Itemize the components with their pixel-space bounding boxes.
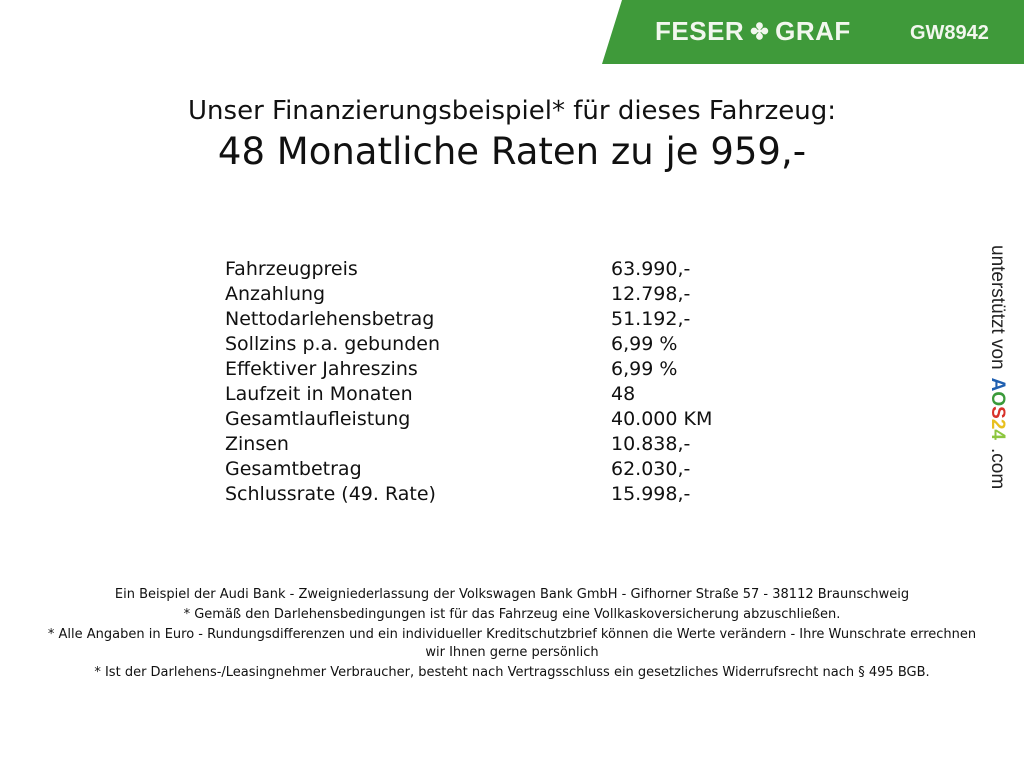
table-row: Laufzeit in Monaten 48 (225, 382, 712, 407)
row-label: Gesamtlaufleistung (225, 408, 411, 430)
footer-note: * Gemäß den Darlehensbedingungen ist für… (183, 607, 841, 622)
row-value: 6,99 % (611, 333, 678, 355)
table-row: Gesamtbetrag 62.030,- (225, 457, 712, 482)
row-value: 40.000 KM (611, 408, 713, 430)
row-value: 12.798,- (611, 283, 691, 305)
vehicle-code: GW8942 (910, 22, 989, 44)
table-row: Effektiver Jahreszins 6,99 % (225, 357, 712, 382)
row-label: Laufzeit in Monaten (225, 383, 413, 405)
row-value: 10.838,- (611, 433, 691, 455)
row-value: 48 (611, 383, 636, 405)
row-label: Fahrzeugpreis (225, 258, 358, 280)
row-label: Anzahlung (225, 283, 326, 305)
aos24-letter: S (987, 406, 1008, 419)
table-row: Nettodarlehensbetrag 51.192,- (225, 307, 712, 332)
footer-note: * Ist der Darlehens-/Leasingnehmer Verbr… (94, 665, 930, 680)
row-value: 6,99 % (611, 358, 678, 380)
footer-notes: Ein Beispiel der Audi Bank - Zweignieder… (40, 586, 984, 684)
row-label: Schlussrate (49. Rate) (225, 483, 436, 505)
row-value: 62.030,- (611, 458, 691, 480)
table-row: Zinsen 10.838,- (225, 432, 712, 457)
row-label: Effektiver Jahreszins (225, 358, 418, 380)
footer-note: * Alle Angaben in Euro - Rundungsdiffere… (47, 627, 977, 660)
supported-by-text: unterstützt von (987, 245, 1008, 370)
brand-text-2: GRAF (775, 16, 851, 46)
row-label: Nettodarlehensbetrag (225, 308, 435, 330)
aos24-letter: A (987, 377, 1008, 392)
supported-by: unterstützt von AOS24 .com (986, 245, 1008, 489)
row-label: Sollzins p.a. gebunden (225, 333, 440, 355)
aos24-logo: AOS24 (987, 378, 1008, 440)
footer-note: Ein Beispiel der Audi Bank - Zweignieder… (114, 587, 910, 602)
table-row: Gesamtlaufleistung 40.000 KM (225, 407, 712, 432)
aos24-domain: .com (987, 447, 1008, 490)
header-banner (602, 0, 1024, 64)
title-line-1: Unser Finanzierungsbeispiel* für dieses … (188, 96, 836, 126)
aos24-letter: O (987, 391, 1008, 407)
aos24-letter: 2 (987, 418, 1008, 430)
brand-logo: FESER ✤ GRAF (655, 16, 851, 47)
finance-table: Fahrzeugpreis 63.990,- Anzahlung 12.798,- Ne… (225, 257, 712, 507)
table-row: Fahrzeugpreis 63.990,- (225, 257, 712, 282)
table-row: Anzahlung 12.798,- (225, 282, 712, 307)
table-row: Sollzins p.a. gebunden 6,99 % (225, 332, 712, 357)
row-label: Zinsen (225, 433, 289, 455)
aos24-letter: 4 (987, 429, 1008, 440)
table-row: Schlussrate (49. Rate) 15.998,- (225, 482, 712, 507)
row-value: 63.990,- (611, 258, 691, 280)
row-value: 15.998,- (611, 483, 691, 505)
brand-text-1: FESER (655, 16, 745, 46)
clover-icon: ✤ (750, 18, 770, 44)
title-line-2: 48 Monatliche Raten zu je 959,- (217, 130, 807, 173)
row-label: Gesamtbetrag (225, 458, 362, 480)
row-value: 51.192,- (611, 308, 691, 330)
